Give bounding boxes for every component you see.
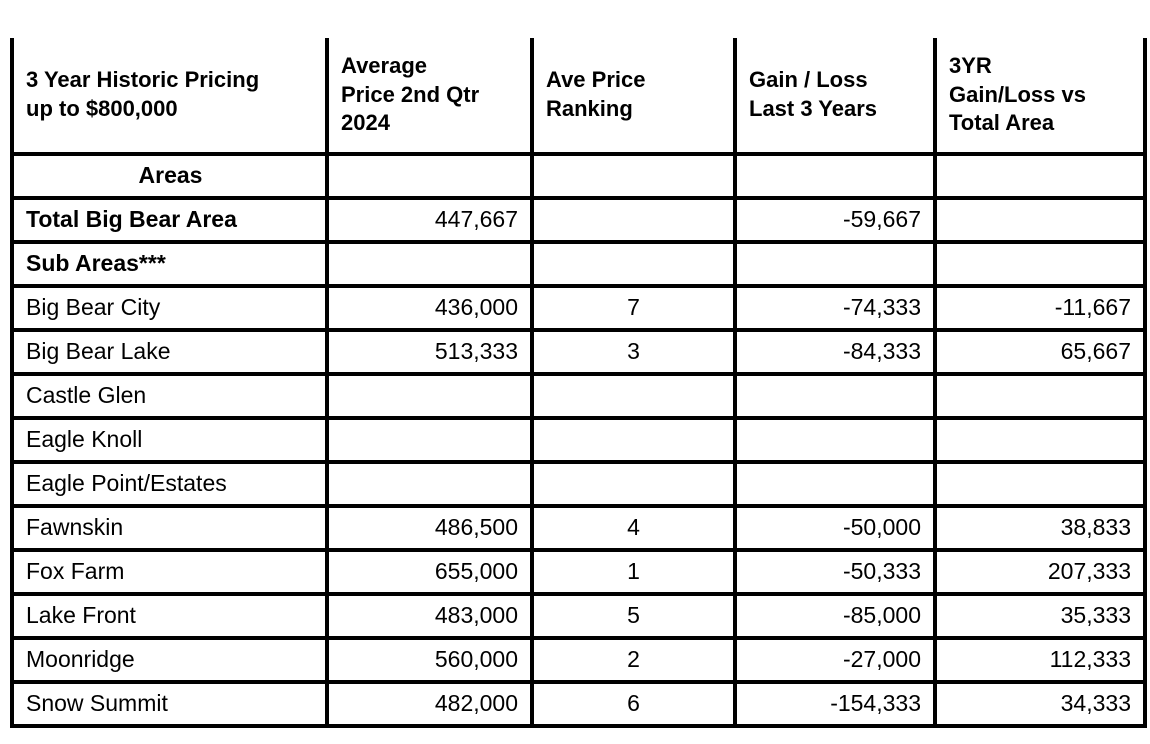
gain-loss-cell: [733, 152, 937, 200]
gain-loss-vs-total-cell: [933, 196, 1147, 244]
area-cell: Big Bear Lake: [10, 328, 329, 376]
gain-loss-vs-total-cell: -11,667: [933, 284, 1147, 332]
ranking-cell: [530, 460, 737, 508]
table-row-snow-summit: Snow Summit 482,000 6 -154,333 34,333: [10, 680, 1147, 728]
gain-loss-cell: -85,000: [733, 592, 937, 640]
pricing-table-container: 3 Year Historic Pricing up to $800,000 A…: [10, 38, 1147, 728]
gain-loss-vs-total-cell: 207,333: [933, 548, 1147, 596]
avg-price-cell: 482,000: [325, 680, 534, 728]
gain-loss-cell: -154,333: [733, 680, 937, 728]
avg-price-cell: 486,500: [325, 504, 534, 552]
avg-price-cell: 483,000: [325, 592, 534, 640]
gain-loss-cell: -50,000: [733, 504, 937, 552]
gain-loss-cell: [733, 240, 937, 288]
ranking-cell: 2: [530, 636, 737, 684]
column-header-average-price: Average Price 2nd Qtr 2024: [325, 38, 534, 156]
column-header-title: 3 Year Historic Pricing up to $800,000: [10, 38, 329, 156]
gain-loss-cell: -27,000: [733, 636, 937, 684]
avg-price-cell: [325, 416, 534, 464]
header-row: 3 Year Historic Pricing up to $800,000 A…: [10, 38, 1147, 156]
table-row-fox-farm: Fox Farm 655,000 1 -50,333 207,333: [10, 548, 1147, 596]
ranking-cell: 4: [530, 504, 737, 552]
avg-price-cell: [325, 460, 534, 508]
table-row-big-bear-city: Big Bear City 436,000 7 -74,333 -11,667: [10, 284, 1147, 332]
gain-loss-vs-total-cell: 35,333: [933, 592, 1147, 640]
table-row-areas: Areas: [10, 152, 1147, 200]
table-row-moonridge: Moonridge 560,000 2 -27,000 112,333: [10, 636, 1147, 684]
table-row-big-bear-lake: Big Bear Lake 513,333 3 -84,333 65,667: [10, 328, 1147, 376]
column-header-ave-price-ranking: Ave Price Ranking: [530, 38, 737, 156]
gain-loss-cell: -74,333: [733, 284, 937, 332]
ranking-cell: 5: [530, 592, 737, 640]
ranking-cell: [530, 372, 737, 420]
avg-price-cell: 513,333: [325, 328, 534, 376]
gain-loss-cell: -50,333: [733, 548, 937, 596]
gain-loss-vs-total-cell: [933, 240, 1147, 288]
avg-price-cell: 655,000: [325, 548, 534, 596]
area-cell: Eagle Knoll: [10, 416, 329, 464]
ranking-cell: 1: [530, 548, 737, 596]
gain-loss-vs-total-cell: 38,833: [933, 504, 1147, 552]
area-cell: Lake Front: [10, 592, 329, 640]
table-row-eagle-knoll: Eagle Knoll: [10, 416, 1147, 464]
gain-loss-cell: [733, 372, 937, 420]
area-cell: Areas: [10, 152, 329, 200]
ranking-cell: [530, 240, 737, 288]
area-cell: Sub Areas***: [10, 240, 329, 288]
gain-loss-cell: [733, 460, 937, 508]
area-cell: Fawnskin: [10, 504, 329, 552]
ranking-cell: [530, 416, 737, 464]
table-row-lake-front: Lake Front 483,000 5 -85,000 35,333: [10, 592, 1147, 640]
avg-price-cell: [325, 152, 534, 200]
area-cell: Castle Glen: [10, 372, 329, 420]
area-cell: Total Big Bear Area: [10, 196, 329, 244]
ranking-cell: [530, 152, 737, 200]
area-cell: Big Bear City: [10, 284, 329, 332]
gain-loss-vs-total-cell: 65,667: [933, 328, 1147, 376]
area-cell: Snow Summit: [10, 680, 329, 728]
avg-price-cell: [325, 240, 534, 288]
avg-price-cell: 436,000: [325, 284, 534, 332]
ranking-cell: 3: [530, 328, 737, 376]
ranking-cell: 7: [530, 284, 737, 332]
table-row-fawnskin: Fawnskin 486,500 4 -50,000 38,833: [10, 504, 1147, 552]
gain-loss-cell: [733, 416, 937, 464]
gain-loss-vs-total-cell: 112,333: [933, 636, 1147, 684]
table-row-sub-areas: Sub Areas***: [10, 240, 1147, 288]
table-row-total-big-bear-area: Total Big Bear Area 447,667 -59,667: [10, 196, 1147, 244]
gain-loss-vs-total-cell: [933, 372, 1147, 420]
area-cell: Fox Farm: [10, 548, 329, 596]
gain-loss-vs-total-cell: [933, 152, 1147, 200]
gain-loss-vs-total-cell: [933, 416, 1147, 464]
area-cell: Moonridge: [10, 636, 329, 684]
gain-loss-vs-total-cell: 34,333: [933, 680, 1147, 728]
table-row-eagle-point-estates: Eagle Point/Estates: [10, 460, 1147, 508]
area-cell: Eagle Point/Estates: [10, 460, 329, 508]
column-header-3yr-gain-loss-vs-total: 3YR Gain/Loss vs Total Area: [933, 38, 1147, 156]
avg-price-cell: 560,000: [325, 636, 534, 684]
gain-loss-cell: -59,667: [733, 196, 937, 244]
gain-loss-cell: -84,333: [733, 328, 937, 376]
ranking-cell: 6: [530, 680, 737, 728]
table-row-castle-glen: Castle Glen: [10, 372, 1147, 420]
avg-price-cell: 447,667: [325, 196, 534, 244]
gain-loss-vs-total-cell: [933, 460, 1147, 508]
historic-pricing-table: 3 Year Historic Pricing up to $800,000 A…: [10, 38, 1147, 728]
ranking-cell: [530, 196, 737, 244]
avg-price-cell: [325, 372, 534, 420]
column-header-gain-loss-3years: Gain / Loss Last 3 Years: [733, 38, 937, 156]
